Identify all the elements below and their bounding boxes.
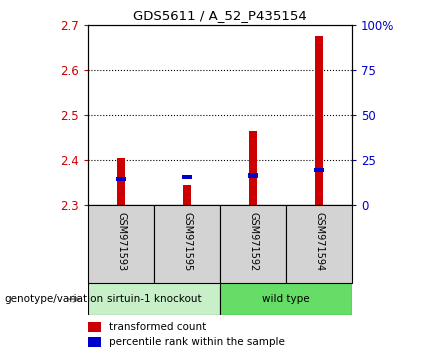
Bar	[88, 337, 101, 347]
Text: sirtuin-1 knockout: sirtuin-1 knockout	[106, 294, 202, 304]
Bar	[88, 322, 101, 332]
Bar	[116, 177, 126, 181]
Bar	[117, 158, 125, 205]
Text: wild type: wild type	[262, 294, 310, 304]
Bar	[248, 173, 258, 178]
Bar	[220, 283, 352, 315]
Text: GSM971594: GSM971594	[314, 212, 324, 271]
Text: GSM971593: GSM971593	[116, 212, 126, 271]
Bar	[88, 205, 154, 283]
Bar	[249, 131, 257, 205]
Title: GDS5611 / A_52_P435154: GDS5611 / A_52_P435154	[133, 9, 307, 22]
Text: genotype/variation: genotype/variation	[4, 294, 103, 304]
Text: GSM971595: GSM971595	[182, 212, 192, 271]
Text: percentile rank within the sample: percentile rank within the sample	[109, 337, 285, 347]
Text: transformed count: transformed count	[109, 322, 206, 332]
Bar	[315, 36, 323, 205]
Bar	[182, 175, 192, 179]
Bar	[154, 205, 220, 283]
Bar	[88, 283, 220, 315]
Bar	[183, 185, 191, 205]
Bar	[220, 205, 286, 283]
Bar	[286, 205, 352, 283]
Bar	[314, 168, 324, 172]
Text: GSM971592: GSM971592	[248, 212, 258, 271]
